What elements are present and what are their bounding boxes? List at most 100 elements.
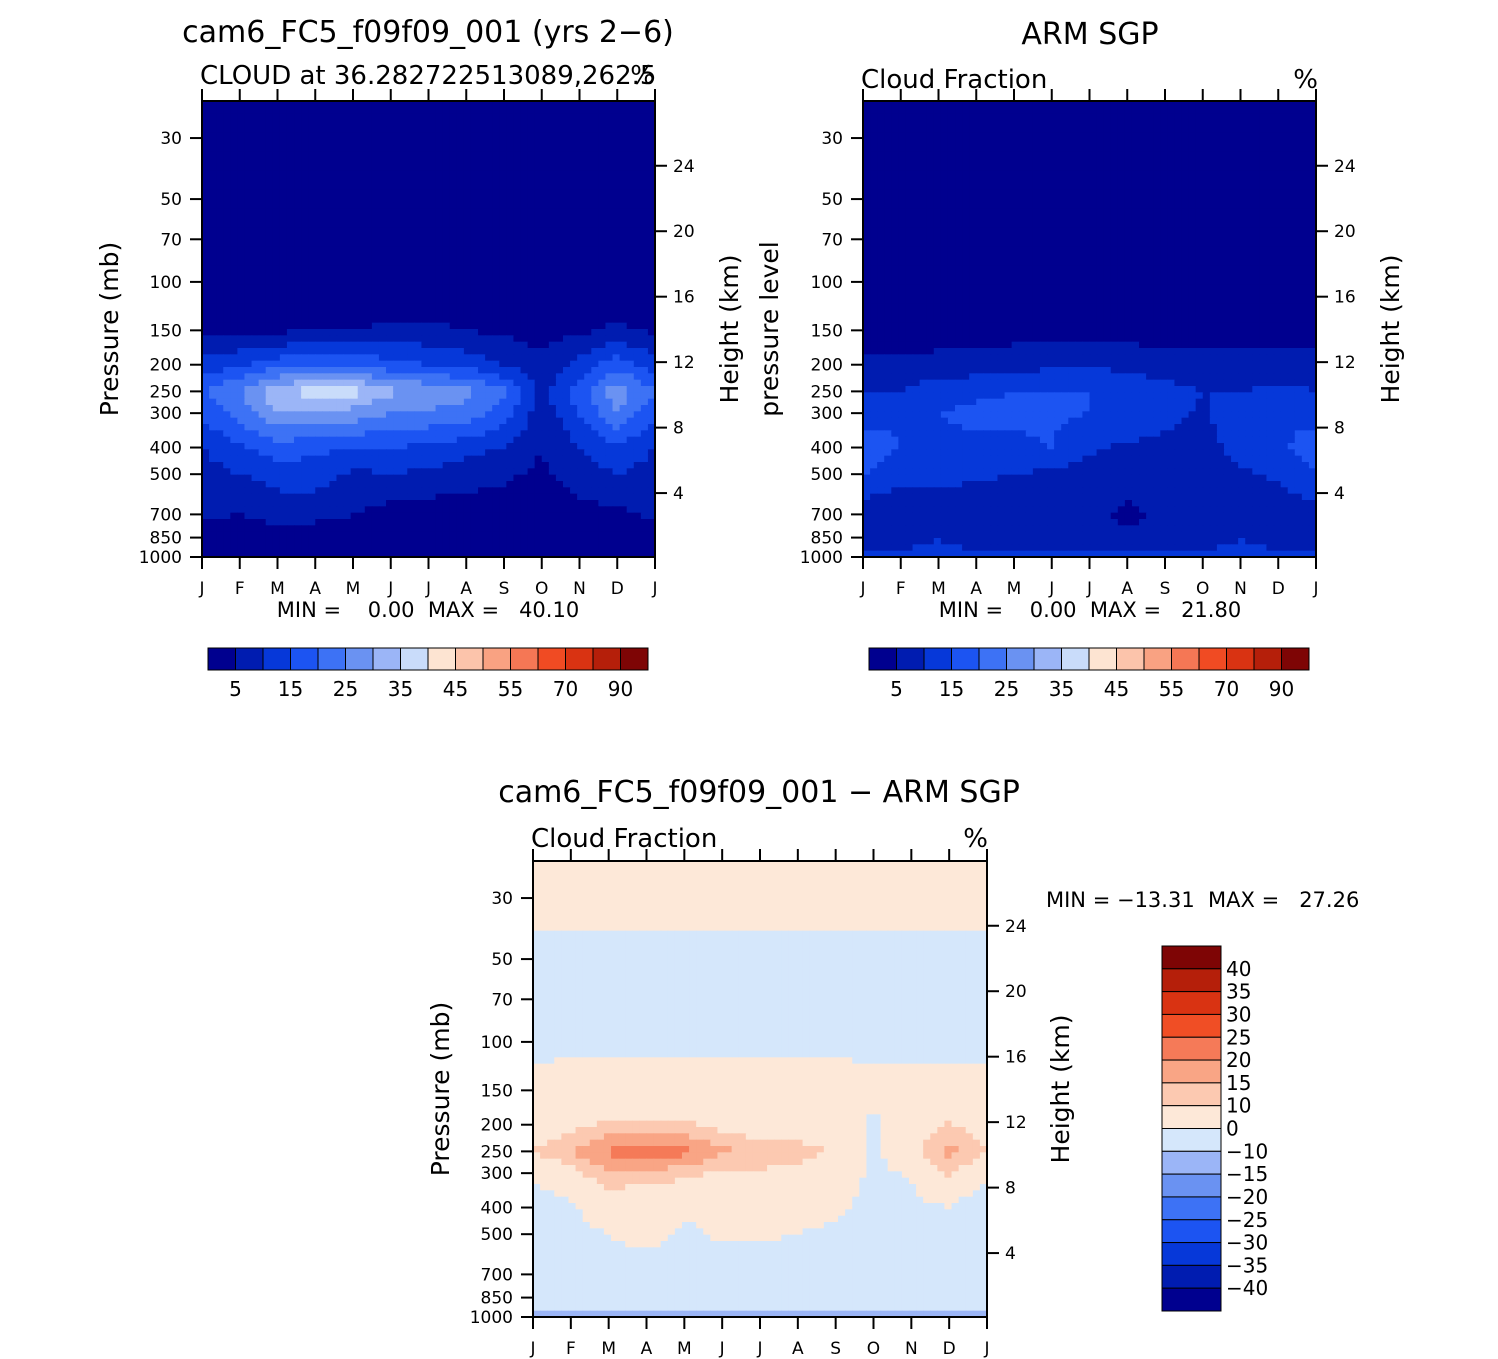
heatmap-cell	[499, 151, 507, 159]
heatmap-cell	[969, 101, 977, 108]
heatmap-cell	[378, 329, 387, 336]
heatmap-cell	[202, 139, 210, 146]
heatmap-cell	[470, 405, 479, 412]
heatmap-cell	[294, 538, 302, 545]
heatmap-cell	[322, 189, 331, 197]
heatmap-cell	[421, 322, 430, 330]
heatmap-cell	[605, 506, 614, 514]
heatmap-cell	[237, 538, 246, 545]
heatmap-cell	[534, 101, 543, 108]
heatmap-cell	[343, 310, 352, 317]
heatmap-cell	[322, 101, 331, 108]
heatmap-cell	[322, 462, 331, 469]
heatmap-cell	[364, 297, 373, 305]
heatmap-cell	[371, 360, 380, 368]
heatmap-cell	[202, 151, 210, 159]
heatmap-cell	[478, 360, 486, 368]
heatmap-cell	[279, 145, 288, 153]
heatmap-cell	[534, 500, 543, 507]
heatmap-cell	[1202, 120, 1211, 127]
heatmap-cell	[640, 113, 649, 121]
heatmap-cell	[393, 265, 401, 273]
heatmap-cell	[442, 145, 451, 153]
heatmap-cell	[520, 322, 529, 330]
heatmap-cell	[626, 398, 635, 406]
heatmap-cell	[619, 284, 628, 292]
heatmap-cell	[506, 202, 515, 210]
heatmap-cell	[329, 164, 338, 172]
heatmap-cell	[407, 132, 415, 140]
heatmap-cell	[485, 151, 493, 159]
heatmap-cell	[343, 474, 352, 482]
heatmap-cell	[364, 373, 373, 381]
heatmap-cell	[449, 329, 458, 336]
heatmap-cell	[308, 272, 316, 279]
heatmap-cell	[329, 329, 338, 336]
y-tick-label: 30	[160, 129, 182, 149]
heatmap-cell	[1061, 101, 1069, 108]
heatmap-cell	[329, 405, 338, 412]
heatmap-cell	[499, 259, 507, 267]
heatmap-cell	[364, 455, 373, 463]
heatmap-cell	[555, 227, 564, 235]
heatmap-cell	[428, 506, 437, 514]
heatmap-cell	[237, 215, 246, 222]
heatmap-cell	[541, 297, 550, 305]
heatmap-cell	[485, 284, 493, 292]
heatmap-cell	[548, 481, 557, 488]
heatmap-cell	[378, 189, 387, 197]
heatmap-cell	[343, 278, 352, 286]
heatmap-cell	[336, 354, 345, 362]
heatmap-cell	[442, 284, 451, 292]
heatmap-cell	[350, 120, 359, 127]
heatmap-cell	[251, 303, 260, 311]
heatmap-cell	[499, 474, 507, 482]
heatmap-cell	[421, 215, 430, 222]
heatmap-cell	[209, 272, 217, 279]
heatmap-cell	[350, 550, 359, 557]
heatmap-cell	[1238, 113, 1246, 121]
heatmap-cell	[647, 481, 655, 488]
heatmap-cell	[343, 259, 352, 267]
heatmap-cell	[315, 487, 323, 495]
heatmap-cell	[485, 379, 493, 387]
heatmap-cell	[421, 139, 430, 146]
heatmap-cell	[421, 151, 430, 159]
heatmap-cell	[237, 367, 246, 374]
heatmap-cell	[499, 101, 507, 108]
heatmap-cell	[223, 208, 231, 216]
heatmap-cell	[272, 525, 281, 533]
heatmap-cell	[570, 379, 578, 387]
heatmap-cell	[223, 265, 231, 273]
heatmap-cell	[598, 120, 607, 127]
heatmap-cell	[223, 379, 231, 387]
heatmap-cell	[506, 316, 515, 324]
heatmap-cell	[350, 132, 359, 140]
heatmap-cell	[244, 272, 253, 279]
heatmap-cell	[570, 455, 578, 463]
heatmap-cell	[463, 107, 472, 115]
heatmap-cell	[463, 360, 472, 368]
heatmap-cell	[541, 246, 550, 254]
heatmap-cell	[584, 411, 592, 419]
heatmap-cell	[541, 341, 550, 349]
heatmap-cell	[983, 107, 992, 115]
heatmap-cell	[202, 246, 210, 254]
heatmap-cell	[371, 132, 380, 140]
heatmap-cell	[386, 196, 394, 203]
heatmap-cell	[357, 341, 366, 349]
heatmap-cell	[435, 145, 444, 153]
heatmap-cell	[265, 487, 274, 495]
heatmap-cell	[584, 424, 592, 431]
heatmap-cell	[555, 373, 564, 381]
heatmap-cell	[279, 101, 288, 108]
heatmap-cell	[336, 392, 345, 400]
heatmap-cell	[400, 202, 408, 210]
heatmap-cell	[584, 335, 592, 343]
heatmap-cell	[357, 234, 366, 241]
heatmap-cell	[577, 386, 585, 393]
heatmap-cell	[237, 183, 246, 191]
heatmap-cell	[223, 335, 231, 343]
heatmap-cell	[555, 443, 564, 450]
heatmap-cell	[244, 316, 253, 324]
